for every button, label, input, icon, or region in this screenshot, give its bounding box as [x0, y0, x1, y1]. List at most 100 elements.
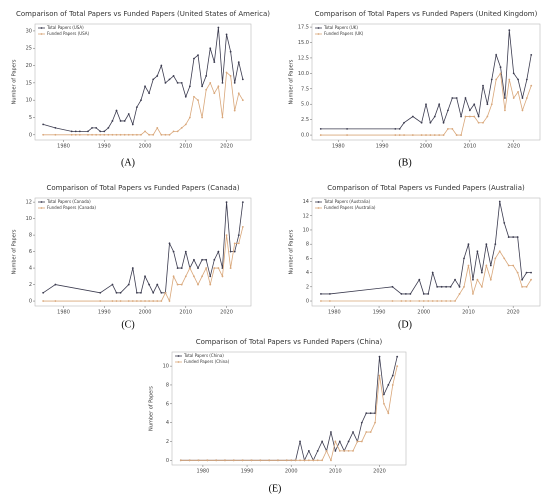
data-point — [312, 459, 315, 462]
data-point — [516, 236, 519, 238]
data-point — [445, 285, 448, 288]
data-point — [99, 300, 102, 302]
data-point — [123, 120, 126, 122]
data-point — [42, 300, 45, 302]
legend-marker — [317, 207, 320, 209]
data-point — [352, 431, 354, 433]
data-point — [482, 121, 484, 124]
data-point — [237, 242, 240, 245]
series-line — [320, 201, 532, 295]
chart-title: Comparison of Total Papers vs Funded Pap… — [315, 10, 538, 18]
data-point — [241, 225, 244, 228]
data-point — [451, 97, 454, 99]
data-point — [429, 134, 432, 136]
data-point — [334, 449, 337, 452]
data-point — [160, 64, 163, 67]
legend-label: Funded Papers (UK) — [324, 31, 364, 36]
data-point — [507, 264, 510, 267]
data-point — [160, 133, 163, 136]
data-point — [201, 116, 203, 119]
legend-label: Total Papers (UK) — [323, 25, 358, 30]
chart-title: Comparison of Total Papers vs Funded Pap… — [16, 10, 270, 18]
data-point — [438, 103, 441, 106]
data-point — [229, 75, 232, 77]
data-point — [338, 440, 341, 443]
panel-label: (D) — [398, 319, 412, 330]
data-point — [512, 264, 515, 267]
data-point — [172, 250, 175, 253]
data-point — [172, 275, 175, 278]
y-tick-label: 0 — [29, 299, 32, 305]
data-point — [87, 130, 89, 133]
data-point — [442, 121, 445, 124]
data-point — [180, 126, 183, 129]
data-point — [449, 285, 452, 288]
data-point — [485, 243, 488, 246]
data-point — [229, 50, 232, 53]
data-point — [123, 133, 126, 136]
data-point — [512, 236, 515, 238]
data-point — [179, 459, 182, 462]
y-tick-label: 8 — [306, 242, 309, 248]
data-point — [290, 459, 293, 462]
data-point — [508, 78, 511, 81]
data-point — [427, 300, 430, 302]
data-point — [454, 300, 456, 302]
data-point — [494, 257, 497, 260]
data-point — [115, 291, 118, 294]
data-point — [221, 116, 224, 119]
data-point — [468, 115, 471, 118]
data-point — [140, 99, 142, 102]
data-point — [394, 127, 397, 130]
data-point — [217, 267, 220, 269]
data-point — [320, 293, 322, 295]
data-point — [525, 97, 528, 99]
data-point — [330, 431, 332, 433]
data-point — [144, 275, 146, 278]
data-point — [383, 393, 385, 396]
data-point — [213, 267, 216, 269]
data-point — [176, 130, 179, 133]
y-tick-label: 8 — [166, 382, 169, 388]
data-point — [400, 293, 403, 295]
data-point — [378, 355, 381, 358]
data-point — [411, 134, 414, 136]
y-tick-label: 2 — [29, 282, 32, 288]
data-point — [209, 275, 212, 278]
data-point — [400, 300, 403, 302]
data-point — [391, 285, 394, 288]
series-line — [43, 71, 244, 136]
x-tick-label: 1990 — [376, 144, 389, 150]
data-point — [436, 285, 439, 288]
series-line — [42, 202, 244, 294]
data-point — [180, 267, 183, 269]
y-tick-label: 2.5 — [301, 117, 309, 123]
data-point — [495, 53, 498, 56]
legend-label: Funded Papers (USA) — [47, 31, 89, 36]
data-point — [160, 291, 163, 294]
data-point — [521, 285, 524, 288]
data-point — [530, 53, 533, 56]
data-point — [201, 85, 203, 88]
data-point — [525, 271, 528, 274]
data-point — [205, 267, 208, 269]
data-point — [489, 278, 492, 281]
data-point — [512, 97, 515, 99]
data-point — [156, 75, 159, 77]
data-point — [463, 285, 465, 288]
y-tick-label: 6 — [166, 401, 169, 407]
data-point — [188, 116, 191, 119]
data-point — [530, 271, 532, 274]
data-point — [107, 126, 110, 129]
legend-label: Funded Papers (Canada) — [47, 205, 96, 210]
y-tick-label: 15.0 — [298, 40, 309, 46]
data-point — [303, 459, 306, 462]
data-point — [480, 285, 483, 288]
x-tick-label: 2010 — [179, 144, 192, 150]
data-point — [476, 250, 479, 253]
data-point — [197, 267, 199, 269]
data-point — [530, 84, 533, 87]
data-point — [206, 459, 209, 462]
data-point — [115, 300, 118, 302]
data-point — [164, 133, 167, 136]
